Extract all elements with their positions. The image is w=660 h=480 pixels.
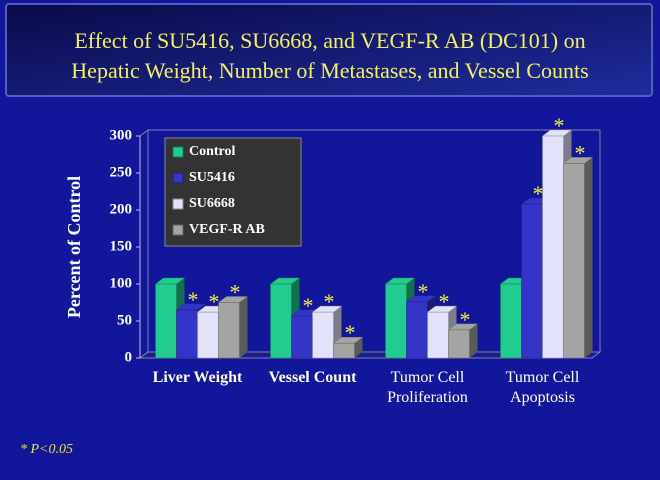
bar-front — [385, 283, 407, 359]
y-axis-label: Percent of Control — [64, 176, 84, 318]
legend-label: VEGF-R AB — [189, 222, 265, 237]
legend-label: SU5416 — [189, 170, 235, 185]
legend-label: Control — [189, 144, 236, 159]
bar — [447, 323, 479, 359]
side-wall — [139, 129, 149, 359]
y-tick-label: 300 — [110, 127, 133, 143]
y-tick-label: 0 — [125, 349, 133, 365]
title-line: Hepatic Weight, Number of Metastases, an… — [71, 58, 588, 83]
significance-label: * — [209, 289, 220, 314]
y-tick-label: 250 — [110, 164, 133, 180]
title-line: Effect of SU5416, SU6668, and VEGF-R AB … — [74, 28, 585, 53]
bar-front — [270, 283, 292, 359]
bar — [332, 336, 364, 359]
bar-front — [406, 301, 428, 359]
legend-label: SU6668 — [189, 196, 235, 211]
footnote: * P<0.05 — [20, 442, 73, 457]
significance-label: * — [188, 287, 199, 312]
bar-front — [291, 315, 313, 359]
legend-swatch — [172, 172, 184, 184]
x-tick-label: Liver Weight — [152, 369, 243, 386]
bar — [562, 157, 594, 359]
y-tick-label: 150 — [110, 238, 133, 254]
significance-label: * — [418, 279, 429, 304]
bar-front — [197, 311, 219, 359]
legend-swatch — [172, 198, 184, 210]
bar-front — [312, 311, 334, 359]
bar-side — [584, 157, 593, 358]
legend-swatch — [172, 146, 184, 158]
bar-front — [542, 135, 564, 359]
bar-front — [427, 311, 449, 359]
x-tick-label: Vessel Count — [268, 369, 357, 386]
legend-swatch — [172, 224, 184, 236]
significance-label: * — [324, 289, 335, 314]
bar — [217, 296, 249, 359]
x-tick-label: Tumor Cell Apoptosis — [505, 369, 580, 406]
bar-front — [176, 309, 198, 359]
y-tick-label: 200 — [110, 201, 133, 217]
significance-label: * — [345, 320, 356, 345]
bar-front — [218, 302, 240, 359]
bar-side — [354, 337, 363, 358]
legend — [164, 137, 302, 247]
bar-side — [239, 296, 248, 358]
significance-label: * — [575, 140, 586, 165]
bar-front — [521, 203, 543, 359]
significance-label: * — [460, 307, 471, 332]
significance-label: * — [554, 113, 565, 138]
x-tick-label: Tumor Cell Proliferation — [387, 369, 468, 406]
title-box — [5, 3, 653, 97]
bar-front — [155, 283, 177, 359]
bar-front — [448, 329, 470, 359]
significance-label: * — [230, 280, 241, 305]
significance-label: * — [439, 289, 450, 314]
bar-side — [469, 323, 478, 358]
bar-front — [500, 283, 522, 359]
y-tick-label: 100 — [110, 275, 133, 291]
bar-front — [563, 163, 585, 359]
bar-front — [333, 342, 355, 359]
significance-label: * — [303, 293, 314, 318]
y-tick-label: 50 — [117, 312, 132, 328]
significance-label: * — [533, 181, 544, 206]
